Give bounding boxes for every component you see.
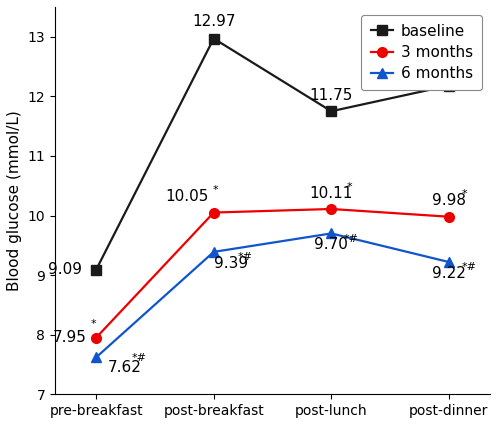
- Text: 9.70: 9.70: [314, 238, 348, 252]
- Text: 9.22: 9.22: [432, 266, 466, 281]
- Text: 12.97: 12.97: [192, 14, 236, 29]
- Text: 9.98: 9.98: [432, 193, 466, 208]
- Text: 11.75: 11.75: [310, 88, 353, 103]
- Y-axis label: Blood glucose (mmol/L): Blood glucose (mmol/L): [7, 110, 22, 291]
- Text: 7.95: 7.95: [53, 330, 86, 345]
- Legend: baseline, 3 months, 6 months: baseline, 3 months, 6 months: [362, 14, 482, 90]
- Text: *#: *#: [344, 234, 359, 244]
- baseline: [328, 109, 334, 114]
- Line: 3 months: 3 months: [92, 204, 454, 343]
- baseline: [446, 83, 452, 88]
- Line: baseline: baseline: [92, 34, 454, 275]
- Text: 9.09: 9.09: [48, 262, 82, 277]
- baseline: [93, 267, 99, 272]
- 6 months: [446, 260, 452, 265]
- Text: 12.18: 12.18: [427, 61, 470, 76]
- 3 months: [446, 214, 452, 219]
- Text: 10.05: 10.05: [166, 189, 209, 204]
- Text: 9.39: 9.39: [214, 256, 248, 271]
- Text: *: *: [346, 182, 352, 192]
- Text: *#: *#: [132, 353, 146, 363]
- Text: *#: *#: [238, 252, 252, 262]
- Text: 7.62: 7.62: [108, 360, 142, 375]
- baseline: [210, 36, 216, 41]
- 3 months: [328, 207, 334, 212]
- Line: 6 months: 6 months: [92, 229, 454, 362]
- 6 months: [328, 231, 334, 236]
- 6 months: [93, 355, 99, 360]
- Text: *: *: [462, 190, 467, 199]
- Text: *#: *#: [462, 262, 476, 272]
- Text: 10.11: 10.11: [310, 186, 353, 201]
- 3 months: [210, 210, 216, 215]
- 6 months: [210, 249, 216, 255]
- Text: *: *: [90, 319, 96, 329]
- 3 months: [93, 335, 99, 340]
- Text: *: *: [212, 185, 218, 195]
